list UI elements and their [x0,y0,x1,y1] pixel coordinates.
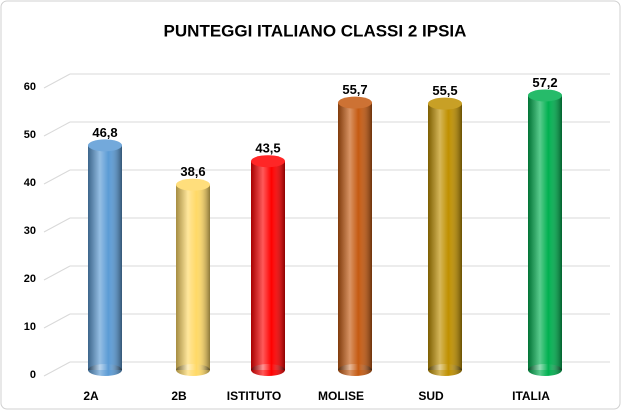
value-label: 43,5 [255,141,280,156]
x-tick-label: 2B [171,389,187,403]
value-label: 55,7 [342,82,367,97]
bar-top [338,96,372,109]
bar-top-shade [428,97,462,110]
bar-shade [176,184,210,370]
bar-top-shade [528,89,562,102]
x-tick-label: ISTITUTO [227,389,281,403]
y-tick-label: 10 [24,321,36,333]
y-tick-label: 60 [24,81,36,93]
grid-line [43,169,71,185]
bar-top-shade [251,155,285,168]
grid-line [43,121,71,137]
bar-top-shade [176,178,210,191]
bar-top [176,178,210,191]
bar-shade [251,161,285,370]
y-tick-label: 0 [30,369,36,381]
x-tick-label: MOLISE [318,389,364,403]
y-tick-label: 30 [24,225,36,237]
bar-shade [88,145,122,370]
x-tick-label: SUD [418,389,444,403]
value-label: 38,6 [180,164,205,179]
value-label: 57,2 [532,75,557,90]
grid-line [43,217,71,233]
value-label: 55,5 [432,83,457,98]
bar-shade [528,95,562,370]
grid-line [43,313,71,329]
bar-top-shade [88,139,122,152]
x-tick-label: ITALIA [512,389,550,403]
y-tick-label: 50 [24,129,36,141]
value-label: 46,8 [92,125,117,140]
bar-shade [428,103,462,370]
bar-shade [338,102,372,370]
bar-top-shade [338,96,372,109]
bar-top [428,97,462,110]
y-tick-label: 20 [24,273,36,285]
chart-title: PUNTEGGI ITALIANO CLASSI 2 IPSIA [164,21,467,40]
bar-top [88,139,122,152]
bar-top [251,155,285,168]
bar-top [528,89,562,102]
grid-line [43,361,71,377]
x-tick-label: 2A [83,389,99,403]
grid-line [43,73,71,89]
grid-line [43,265,71,281]
y-tick-label: 40 [24,177,36,189]
